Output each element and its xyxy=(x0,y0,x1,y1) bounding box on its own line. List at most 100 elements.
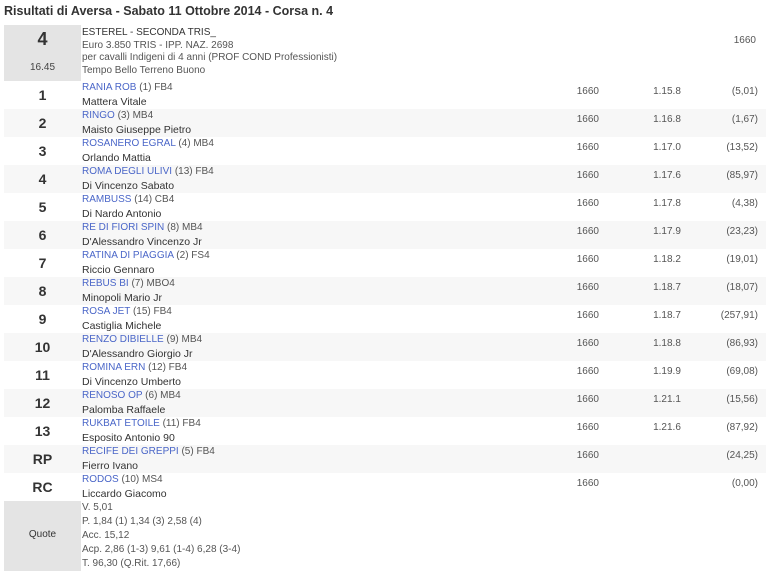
distance: 1660 xyxy=(576,254,599,265)
table-row: 3 ROSANERO EGRAL (4) MB4 Orlando Mattia 166… xyxy=(4,137,766,165)
race-number: 4 xyxy=(37,29,48,49)
distance: 1660 xyxy=(576,86,599,97)
position: 12 xyxy=(34,395,51,411)
position: 6 xyxy=(38,227,47,243)
odds: (15,56) xyxy=(726,394,758,405)
table-row: 10 RENZO DIBIELLE (9) MB4 D'Alessandro Gio… xyxy=(4,333,766,361)
horse-link[interactable]: RENOSO OP xyxy=(82,390,143,401)
table-row: 12 RENOSO OP (6) MB4 Palomba Raffaele 1660 1… xyxy=(4,389,766,417)
race-time: 1.18.8 xyxy=(653,338,681,349)
race-prize: Euro 3.850 TRIS - IPP. NAZ. 2698 xyxy=(82,39,234,51)
horse-link[interactable]: REBUS BI xyxy=(82,278,129,289)
odds: (24,25) xyxy=(726,450,758,461)
position: 11 xyxy=(35,367,50,383)
horse-link[interactable]: RANIA ROB xyxy=(82,82,137,93)
jockey: Castiglia Michele xyxy=(82,320,162,332)
horse-link[interactable]: ROMA DEGLI ULIVI xyxy=(82,166,173,177)
horse-link[interactable]: RUKBAT ETOILE xyxy=(82,418,160,429)
position: 10 xyxy=(34,339,51,355)
horse-line: RE DI FIORI SPIN (8) MB4 xyxy=(82,221,203,235)
horse-link[interactable]: RINGO xyxy=(82,110,115,121)
horse-line: RENOSO OP (6) MB4 xyxy=(82,389,181,403)
horse-info: (2) FS4 xyxy=(176,250,210,261)
position: 8 xyxy=(38,283,47,299)
jockey: Maisto Giuseppe Pietro xyxy=(82,124,192,136)
odds: (0,00) xyxy=(731,478,758,489)
horse-line: RENZO DIBIELLE (9) MB4 xyxy=(82,333,202,347)
table-row: 11 ROMINA ERN (12) FB4 Di Vincenzo Umberto… xyxy=(4,361,766,389)
jockey: Di Nardo Antonio xyxy=(82,208,162,220)
quote-line: Acp. 2,86 (1-3) 9,61 (1-4) 6,28 (3-4) xyxy=(82,544,241,555)
position: RC xyxy=(32,479,53,495)
horse-link[interactable]: RENZO DIBIELLE xyxy=(82,334,164,345)
race-time: 1.18.2 xyxy=(653,254,681,265)
table-row: 6 RE DI FIORI SPIN (8) MB4 D'Alessandro Vi… xyxy=(4,221,766,249)
distance: 1660 xyxy=(576,170,599,181)
race-time: 1.17.6 xyxy=(653,170,681,181)
race-time: 1.16.8 xyxy=(653,114,681,125)
jockey: Minopoli Mario Jr xyxy=(82,292,162,304)
odds: (23,23) xyxy=(726,226,758,237)
race-time: 1.18.7 xyxy=(653,282,681,293)
position: 7 xyxy=(38,255,47,271)
horse-link[interactable]: RAMBUSS xyxy=(82,194,132,205)
jockey: D'Alessandro Giorgio Jr xyxy=(82,348,193,360)
jockey: Orlando Mattia xyxy=(82,152,151,164)
distance: 1660 xyxy=(576,282,599,293)
race-header: 4 16.45 ESTEREL - SECONDA TRIS_ Euro 3.8… xyxy=(4,25,766,81)
horse-link[interactable]: ROSA JET xyxy=(82,306,131,317)
race-time: 1.19.9 xyxy=(653,366,681,377)
horse-info: (12) FB4 xyxy=(148,362,188,373)
horse-line: REBUS BI (7) MBO4 xyxy=(82,277,175,291)
race-weather: Tempo Bello Terreno Buono xyxy=(82,64,206,76)
distance: 1660 xyxy=(576,366,599,377)
odds: (257,91) xyxy=(720,310,758,321)
distance: 1660 xyxy=(576,114,599,125)
horse-link[interactable]: RODOS xyxy=(82,474,119,485)
distance: 1660 xyxy=(576,142,599,153)
race-time: 1.15.8 xyxy=(653,86,681,97)
horse-link[interactable]: RECIFE DEI GREPPI xyxy=(82,446,179,457)
race-conditions: per cavalli Indigeni di 4 anni (PROF CON… xyxy=(82,52,338,63)
horse-link[interactable]: RATINA DI PIAGGIA xyxy=(82,250,174,261)
race-time: 1.17.8 xyxy=(653,198,681,209)
horse-line: RINGO (3) MB4 xyxy=(82,109,153,123)
position: 2 xyxy=(38,115,47,131)
results-table: 4 16.45 ESTEREL - SECONDA TRIS_ Euro 3.8… xyxy=(4,25,766,571)
race-time: 1.21.1 xyxy=(653,394,681,405)
horse-link[interactable]: ROSANERO EGRAL xyxy=(82,138,176,149)
quote-line: V. 5,01 xyxy=(82,502,113,513)
odds: (69,08) xyxy=(726,366,758,377)
distance: 1660 xyxy=(576,394,599,405)
distance: 1660 xyxy=(576,450,599,461)
jockey: Mattera Vitale xyxy=(82,96,147,108)
horse-info: (14) CB4 xyxy=(134,194,175,205)
race-time: 1.21.6 xyxy=(653,422,681,433)
horse-line: ROMA DEGLI ULIVI (13) FB4 xyxy=(82,165,214,179)
distance: 1660 xyxy=(576,478,599,489)
horse-info: (13) FB4 xyxy=(174,166,214,177)
distance: 1660 xyxy=(576,310,599,321)
horse-line: RODOS (10) MS4 xyxy=(82,473,163,487)
position: 13 xyxy=(34,423,51,439)
table-row: 8 REBUS BI (7) MBO4 Minopoli Mario Jr 1660 1… xyxy=(4,277,766,305)
horse-link[interactable]: ROMINA ERN xyxy=(82,362,146,373)
horse-link[interactable]: RE DI FIORI SPIN xyxy=(82,222,165,233)
quote-label-cell: Quote xyxy=(4,501,81,571)
odds: (18,07) xyxy=(726,282,758,293)
jockey: Liccardo Giacomo xyxy=(82,488,167,500)
horse-line: RANIA ROB (1) FB4 xyxy=(82,81,173,95)
jockey: Di Vincenzo Sabato xyxy=(82,180,175,192)
odds: (13,52) xyxy=(726,142,758,153)
race-info: ESTEREL - SECONDA TRIS_ Euro 3.850 TRIS … xyxy=(82,27,337,77)
horse-info: (8) MB4 xyxy=(167,222,203,233)
distance: 1660 xyxy=(576,226,599,237)
horse-info: (10) MS4 xyxy=(121,474,163,485)
quote-line: T. 96,30 (Q.Rit. 17,66) xyxy=(82,558,181,569)
odds: (5,01) xyxy=(731,86,758,97)
position: 1 xyxy=(38,87,47,103)
horse-line: ROMINA ERN (12) FB4 xyxy=(82,361,187,375)
horse-info: (1) FB4 xyxy=(139,82,173,93)
quote-line: Acc. 15,12 xyxy=(82,530,130,541)
horse-info: (11) FB4 xyxy=(162,418,201,429)
